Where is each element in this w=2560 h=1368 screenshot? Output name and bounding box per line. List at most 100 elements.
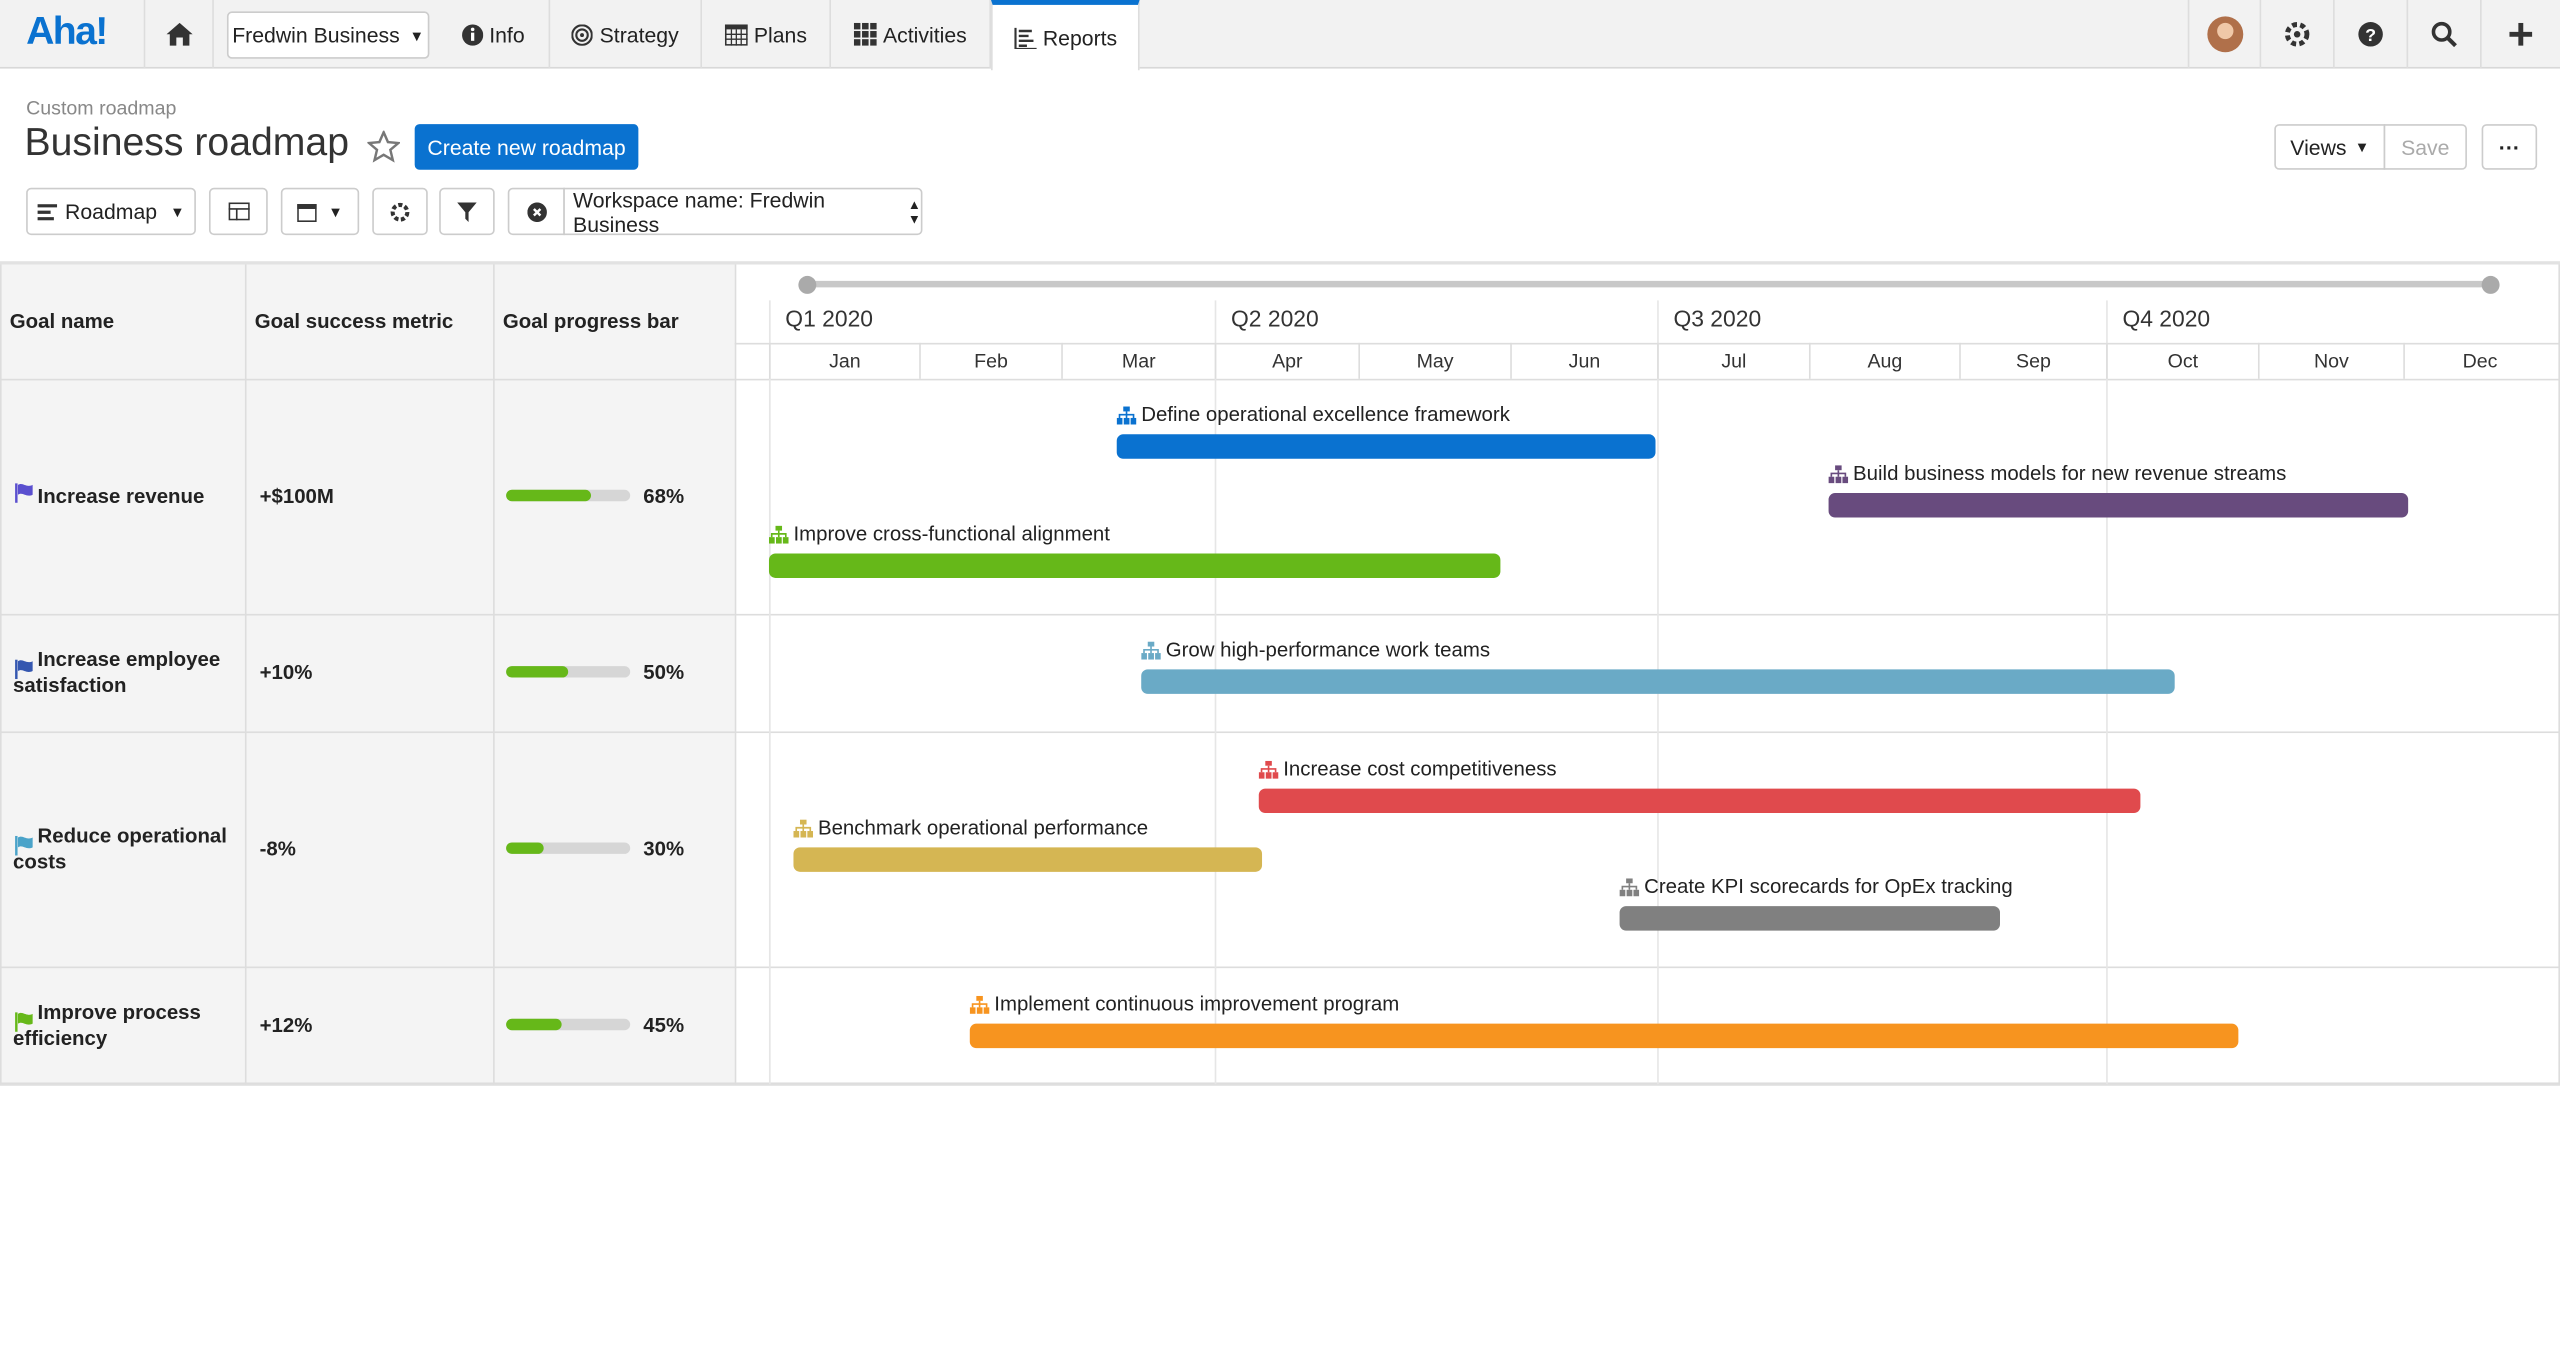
view-label: Roadmap	[65, 199, 158, 224]
column-divider	[493, 264, 495, 1085]
initiative-label: Build business models for new revenue st…	[1828, 462, 2286, 485]
progress-label: 30%	[643, 837, 685, 861]
goal-name-text: Improve process efficiency	[13, 1000, 201, 1050]
nav-label: Activities	[883, 22, 967, 47]
initiative-icon	[1258, 759, 1279, 778]
filter-label: Workspace name: Fredwin Business	[573, 186, 826, 236]
goal-name: Increase employee satisfaction	[13, 614, 242, 732]
date-slider[interactable]	[806, 280, 2492, 288]
month-label: Nov	[2257, 342, 2403, 379]
initiative-name: Benchmark operational performance	[817, 816, 1149, 840]
quarter-label: Q4 2020	[2122, 305, 2211, 332]
column-divider	[734, 264, 737, 1085]
goal-flag	[15, 483, 33, 503]
progress-fill	[506, 1018, 562, 1031]
quarter-line	[768, 300, 771, 1085]
goal-name-text: Reduce operational costs	[13, 824, 227, 874]
quarter-label: Q2 2020	[1231, 305, 1319, 332]
initiative-label: Improve cross-functional alignment	[768, 522, 1110, 546]
initiative-name: Grow high-performance work teams	[1165, 638, 1491, 662]
progress-fill	[506, 842, 544, 854]
month-label: Aug	[1808, 342, 1959, 379]
initiative-bar[interactable]	[1141, 669, 2175, 694]
views-button[interactable]: Views ▼	[2274, 124, 2386, 170]
initiative-bar[interactable]	[1828, 493, 2409, 518]
initiative-name: Increase cost competitiveness	[1283, 757, 1557, 781]
month-label: Jan	[768, 342, 919, 379]
filter-button[interactable]	[439, 187, 495, 236]
initiative-icon	[1116, 405, 1137, 424]
month-label: Feb	[919, 342, 1061, 379]
home-button[interactable]	[143, 0, 214, 69]
initiative-icon	[969, 995, 990, 1014]
workspace-select[interactable]: Fredwin Business ▼	[226, 11, 430, 59]
progress-track	[506, 842, 631, 854]
add-button[interactable]	[2482, 0, 2560, 69]
month-label: May	[1358, 342, 1510, 379]
slider-handle[interactable]	[798, 275, 817, 294]
month-label: Apr	[1214, 342, 1359, 379]
nav-label: Strategy	[599, 22, 679, 47]
views-label: Views	[2290, 134, 2347, 160]
initiative-bar[interactable]	[793, 847, 1263, 872]
nav-item[interactable]: Reports	[991, 0, 1140, 71]
nav-label: Reports	[1042, 25, 1118, 50]
goal-name-text: Increase employee satisfaction	[13, 648, 221, 698]
columns-button[interactable]	[208, 187, 268, 236]
logo[interactable]: Aha!	[26, 9, 108, 54]
nav-item[interactable]: Info	[438, 0, 551, 69]
initiative-bar[interactable]	[1619, 906, 2000, 931]
initiative-bar[interactable]	[1116, 434, 1656, 459]
goal-name: Improve process efficiency	[13, 967, 242, 1085]
create-roadmap-button[interactable]: Create new roadmap	[414, 124, 639, 170]
initiative-icon	[1141, 640, 1161, 659]
nav-item[interactable]: Plans	[702, 0, 832, 69]
initiative-label: Increase cost competitiveness	[1258, 757, 1557, 781]
goal-metric: +$100M	[259, 484, 334, 508]
clear-filter-button[interactable]	[507, 187, 565, 236]
view-select[interactable]: Roadmap ▼	[26, 187, 196, 236]
save-button[interactable]: Save	[2383, 124, 2467, 170]
settings-button[interactable]	[2261, 0, 2335, 69]
initiative-bar[interactable]	[768, 553, 1501, 578]
more-button[interactable]: ···	[2481, 124, 2538, 170]
page-title: Business roadmap	[24, 120, 350, 165]
row-divider	[0, 966, 2560, 969]
date-button[interactable]: ▼	[280, 187, 360, 236]
initiative-label: Create KPI scorecards for OpEx tracking	[1619, 875, 2013, 898]
row-divider	[0, 731, 2560, 734]
settings-toolbar-button[interactable]	[372, 187, 428, 236]
month-label: Sep	[1959, 342, 2106, 379]
initiative-bar[interactable]	[969, 1023, 2239, 1049]
help-button[interactable]: ?	[2335, 0, 2409, 69]
goal-metric: +10%	[259, 661, 313, 685]
nav-item[interactable]: Strategy	[550, 0, 703, 69]
column-header: Goal success metric	[254, 310, 454, 334]
initiative-icon	[768, 524, 789, 543]
initiative-icon	[1619, 877, 1640, 896]
month-label: Jul	[1657, 342, 1809, 379]
goal-name: Increase revenue	[13, 379, 242, 614]
column-divider	[244, 264, 247, 1085]
breadcrumb: Custom roadmap	[26, 96, 177, 120]
favorite-star[interactable]	[365, 129, 402, 169]
slider-handle[interactable]	[2481, 275, 2500, 294]
initiative-bar[interactable]	[1258, 788, 2141, 814]
grid-border	[0, 264, 2560, 1085]
nav-label: Info	[489, 22, 525, 47]
search-button[interactable]	[2408, 0, 2482, 69]
row-divider	[0, 378, 2560, 381]
avatar[interactable]	[2187, 0, 2262, 69]
month-label: Mar	[1061, 342, 1214, 379]
filter-select[interactable]: Workspace name: Fredwin Business ▲ ▼	[563, 186, 923, 236]
initiative-name: Create KPI scorecards for OpEx tracking	[1644, 875, 2013, 898]
nav-item[interactable]: Activities	[831, 0, 992, 69]
initiative-name: Define operational excellence framework	[1141, 403, 1510, 427]
goal-flag	[15, 659, 33, 680]
row-divider	[0, 613, 2560, 616]
initiative-name: Improve cross-functional alignment	[793, 522, 1110, 546]
column-header: Goal progress bar	[502, 310, 679, 334]
initiative-label: Implement continuous improvement program	[969, 993, 1399, 1016]
